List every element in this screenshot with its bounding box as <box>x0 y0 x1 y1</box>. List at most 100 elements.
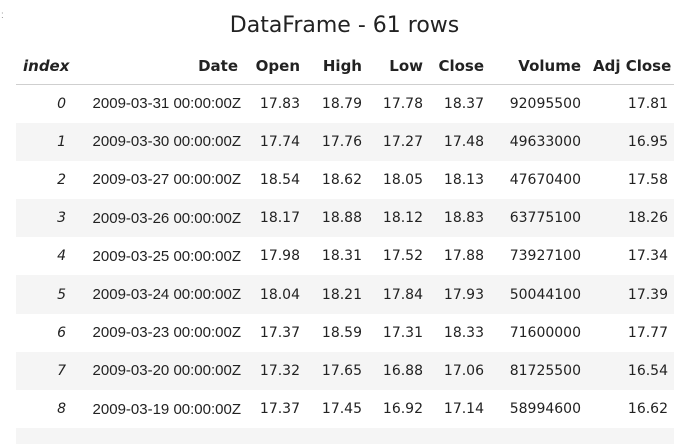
dataframe-title: DataFrame - 61 rows <box>229 13 460 38</box>
cell-adj-close: 17.58 <box>627 171 668 188</box>
cell-high <box>306 428 368 444</box>
cell-index: 2 <box>57 171 66 188</box>
cell-close: 17.88 <box>443 248 484 265</box>
cell-adj-close: 17.34 <box>627 248 668 265</box>
cell-volume: 63775100 <box>509 210 581 227</box>
cell-open: 17.37 <box>259 401 300 418</box>
cell-open <box>244 428 306 444</box>
cell-volume: 49633000 <box>509 133 581 150</box>
cell-close: 17.14 <box>443 401 484 418</box>
dataframe-table: index Date Open High Low Close Volume Ad… <box>16 48 674 444</box>
cell-date: 2009-03-24 00:00:00Z <box>92 286 241 304</box>
cell-close: 17.48 <box>443 133 484 150</box>
cell-adj-close: 16.54 <box>627 362 668 379</box>
cell-date: 2009-03-27 00:00:00Z <box>92 171 241 189</box>
cell-adj-close: 17.39 <box>627 286 668 303</box>
cell-high: 18.79 <box>321 95 362 112</box>
cell-close: 17.93 <box>443 286 484 303</box>
cell-open: 17.74 <box>259 133 300 150</box>
cell-index: 6 <box>57 324 66 341</box>
cell-close: 18.37 <box>443 95 484 112</box>
cell-close <box>429 428 490 444</box>
cell-index: 5 <box>57 286 66 303</box>
table-row[interactable]: 0 2009-03-31 00:00:00Z 17.83 18.79 17.78 18.3… <box>16 85 674 123</box>
cell-close: 18.83 <box>443 210 484 227</box>
cell-volume: 58994600 <box>509 401 581 418</box>
column-header-date[interactable]: Date <box>74 48 244 85</box>
cell-open: 17.83 <box>259 95 300 112</box>
cell-low: 17.52 <box>382 248 423 265</box>
cell-high: 17.45 <box>321 401 362 418</box>
cell-high: 18.21 <box>321 286 362 303</box>
cell-low: 18.12 <box>382 210 423 227</box>
cell-adj-close: 16.62 <box>627 401 668 418</box>
cell-high: 18.62 <box>321 171 362 188</box>
cell-date: 2009-03-23 00:00:00Z <box>92 324 241 342</box>
table-row[interactable]: 5 2009-03-24 00:00:00Z 18.04 18.21 17.84 17.9… <box>16 275 674 314</box>
cell-open: 17.37 <box>259 324 300 341</box>
cell-date <box>74 428 244 444</box>
cell-high: 18.59 <box>321 324 362 341</box>
cell-close: 17.06 <box>443 362 484 379</box>
cell-high: 18.31 <box>321 248 362 265</box>
column-header-high[interactable]: High <box>306 48 368 85</box>
cell-index: 8 <box>57 401 66 418</box>
table-row[interactable] <box>16 428 674 444</box>
table-body: 0 2009-03-31 00:00:00Z 17.83 18.79 17.78 18.3… <box>16 85 674 444</box>
cell-volume: 73927100 <box>509 248 581 265</box>
cell-low: 17.27 <box>382 133 423 150</box>
cell-low: 17.84 <box>382 286 423 303</box>
cell-open: 17.32 <box>259 362 300 379</box>
cell-volume: 47670400 <box>509 171 581 188</box>
cell-adj-close: 18.26 <box>627 210 668 227</box>
cell-index: 0 <box>57 95 66 112</box>
cell-low: 17.78 <box>382 95 423 112</box>
cell-date: 2009-03-25 00:00:00Z <box>92 247 241 265</box>
cell-date: 2009-03-20 00:00:00Z <box>92 362 241 380</box>
column-header-volume[interactable]: Volume <box>490 48 587 85</box>
column-header-close[interactable]: Close <box>429 48 490 85</box>
column-header-adj-close[interactable]: Adj Close <box>587 48 674 85</box>
table-row[interactable]: 1 2009-03-30 00:00:00Z 17.74 17.76 17.27 17.4… <box>16 122 674 161</box>
cell-high: 17.65 <box>321 362 362 379</box>
cell-low: 17.31 <box>382 324 423 341</box>
column-header-low[interactable]: Low <box>368 48 429 85</box>
cell-date: 2009-03-19 00:00:00Z <box>92 400 241 418</box>
table-row[interactable]: 6 2009-03-23 00:00:00Z 17.37 18.59 17.31 18.3… <box>16 314 674 352</box>
table-row[interactable]: 7 2009-03-20 00:00:00Z 17.32 17.65 16.88 17.0… <box>16 351 674 390</box>
edge-mark: : <box>1 10 4 21</box>
table-row[interactable]: 3 2009-03-26 00:00:00Z 18.17 18.88 18.12 18.8… <box>16 199 674 238</box>
cell-adj-close: 17.81 <box>627 95 668 112</box>
column-header-index[interactable]: index <box>16 48 74 85</box>
header-row: index Date Open High Low Close Volume Ad… <box>16 48 674 85</box>
cell-index: 3 <box>57 210 66 227</box>
cell-index: 1 <box>57 133 66 150</box>
cell-volume <box>490 428 587 444</box>
cell-high: 17.76 <box>321 133 362 150</box>
cell-volume: 50044100 <box>509 286 581 303</box>
cell-open: 17.98 <box>259 248 300 265</box>
cell-open: 18.17 <box>259 210 300 227</box>
cell-index <box>16 428 74 444</box>
cell-date: 2009-03-30 00:00:00Z <box>92 133 241 151</box>
table-row[interactable]: 2 2009-03-27 00:00:00Z 18.54 18.62 18.05 18.1… <box>16 161 674 199</box>
cell-open: 18.04 <box>259 286 300 303</box>
table-row[interactable]: 8 2009-03-19 00:00:00Z 17.37 17.45 16.92 17.1… <box>16 390 674 428</box>
cell-index: 7 <box>57 362 66 379</box>
cell-adj-close: 17.77 <box>627 324 668 341</box>
cell-low: 16.92 <box>382 401 423 418</box>
cell-close: 18.13 <box>443 171 484 188</box>
cell-high: 18.88 <box>321 210 362 227</box>
cell-close: 18.33 <box>443 324 484 341</box>
cell-volume: 92095500 <box>509 95 581 112</box>
cell-index: 4 <box>57 248 66 265</box>
cell-date: 2009-03-26 00:00:00Z <box>92 209 241 227</box>
cell-adj-close <box>587 428 674 444</box>
cell-volume: 71600000 <box>509 324 581 341</box>
column-header-open[interactable]: Open <box>244 48 306 85</box>
cell-adj-close: 16.95 <box>627 133 668 150</box>
cell-low: 16.88 <box>382 362 423 379</box>
table-row[interactable]: 4 2009-03-25 00:00:00Z 17.98 18.31 17.52 17.8… <box>16 237 674 275</box>
cell-low <box>368 428 429 444</box>
